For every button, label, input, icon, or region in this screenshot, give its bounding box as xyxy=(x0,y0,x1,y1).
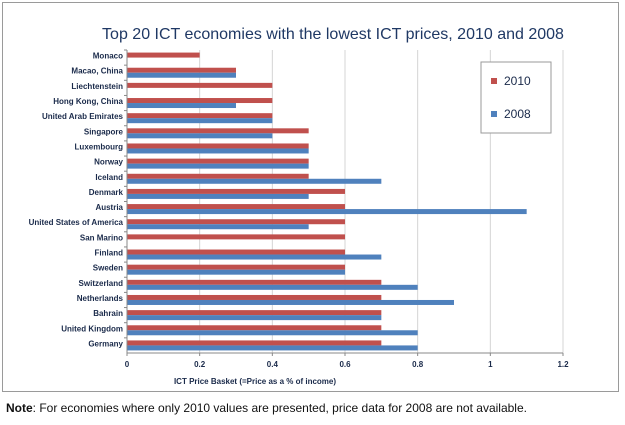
category-label: Germany xyxy=(88,339,123,348)
bar-2008 xyxy=(127,284,418,290)
note-text: : For economies where only 2010 values a… xyxy=(32,401,527,415)
legend-label-2008: 2008 xyxy=(504,107,531,121)
category-label: Iceland xyxy=(95,173,123,182)
bar-2008 xyxy=(127,148,309,154)
bar-2008 xyxy=(127,178,382,184)
legend-swatch-2010 xyxy=(491,78,497,84)
footnote: Note: For economies where only 2010 valu… xyxy=(6,401,527,415)
bar-2010 xyxy=(127,173,309,179)
chart-title: Top 20 ICT economies with the lowest ICT… xyxy=(102,26,564,43)
bar-2008 xyxy=(127,224,309,230)
bar-2010 xyxy=(127,67,236,73)
bar-2010 xyxy=(127,249,345,255)
axes xyxy=(124,49,564,356)
bar-2010 xyxy=(127,143,309,149)
bar-chart: Top 20 ICT economies with the lowest ICT… xyxy=(29,26,570,386)
category-label: San Marino xyxy=(80,233,123,242)
chart-frame: Top 20 ICT economies with the lowest ICT… xyxy=(2,2,619,392)
x-tick-label: 0 xyxy=(125,360,130,369)
category-label: United Arab Emirates xyxy=(42,112,124,121)
bar-2010 xyxy=(127,279,382,285)
category-label: Bahrain xyxy=(93,309,123,318)
bar-2008 xyxy=(127,163,309,169)
bar-2008 xyxy=(127,254,382,260)
bar-2008 xyxy=(127,193,309,199)
legend: 2010 2008 xyxy=(480,61,552,134)
category-label: Norway xyxy=(94,158,123,167)
bar-2008 xyxy=(127,103,236,109)
bar-2010 xyxy=(127,234,345,240)
category-label: Austria xyxy=(95,203,123,212)
tick-labels: 0 0.2 0.4 0.6 0.8 1 1.2 xyxy=(125,360,569,369)
bar-2010 xyxy=(127,325,382,331)
category-label: Singapore xyxy=(84,127,124,136)
category-label: Monaco xyxy=(93,52,123,61)
category-label: Macao, China xyxy=(71,67,123,76)
category-label: Netherlands xyxy=(77,294,124,303)
bar-2010 xyxy=(127,188,345,194)
bar-2008 xyxy=(127,315,382,321)
x-axis-label: ICT Price Basket (=Price as a % of incom… xyxy=(174,377,336,386)
legend-box xyxy=(480,61,552,134)
bar-2010 xyxy=(127,128,309,134)
x-tick-label: 0.4 xyxy=(267,360,279,369)
x-tick-label: 0.2 xyxy=(194,360,206,369)
category-label: Liechtenstein xyxy=(71,82,123,91)
bar-2008 xyxy=(127,345,418,351)
bar-2008 xyxy=(127,72,236,78)
bars xyxy=(127,52,527,351)
bar-2008 xyxy=(127,118,273,124)
bar-2010 xyxy=(127,158,309,164)
x-tick-label: 0.8 xyxy=(412,360,424,369)
bar-2008 xyxy=(127,133,273,139)
bar-2010 xyxy=(127,98,273,104)
bar-2010 xyxy=(127,340,382,346)
legend-swatch-2008 xyxy=(491,111,497,117)
x-tick-label: 1.2 xyxy=(557,360,569,369)
bar-2008 xyxy=(127,299,454,305)
x-tick-label: 0.6 xyxy=(339,360,351,369)
category-labels: Monaco Macao, China Liechtenstein Hong Kong… xyxy=(29,52,124,349)
category-label: Finland xyxy=(95,249,124,258)
note-label: Note xyxy=(6,401,33,415)
bar-2008 xyxy=(127,269,345,275)
bar-2010 xyxy=(127,219,345,225)
bar-2010 xyxy=(127,294,382,300)
bar-2010 xyxy=(127,204,345,210)
category-label: United States of America xyxy=(29,218,124,227)
category-label: Luxembourg xyxy=(75,142,124,151)
bar-2008 xyxy=(127,209,527,215)
category-label: Denmark xyxy=(89,188,124,197)
bar-2010 xyxy=(127,52,200,58)
bar-2010 xyxy=(127,113,273,119)
bar-2010 xyxy=(127,264,345,270)
bar-2010 xyxy=(127,310,382,316)
bar-2010 xyxy=(127,82,273,88)
x-tick-label: 1 xyxy=(488,360,493,369)
legend-label-2010: 2010 xyxy=(504,74,531,88)
category-label: Switzerland xyxy=(79,279,124,288)
category-label: United Kingdom xyxy=(61,324,123,333)
bar-2008 xyxy=(127,330,418,336)
category-label: Hong Kong, China xyxy=(53,97,123,106)
category-label: Sweden xyxy=(93,264,123,273)
